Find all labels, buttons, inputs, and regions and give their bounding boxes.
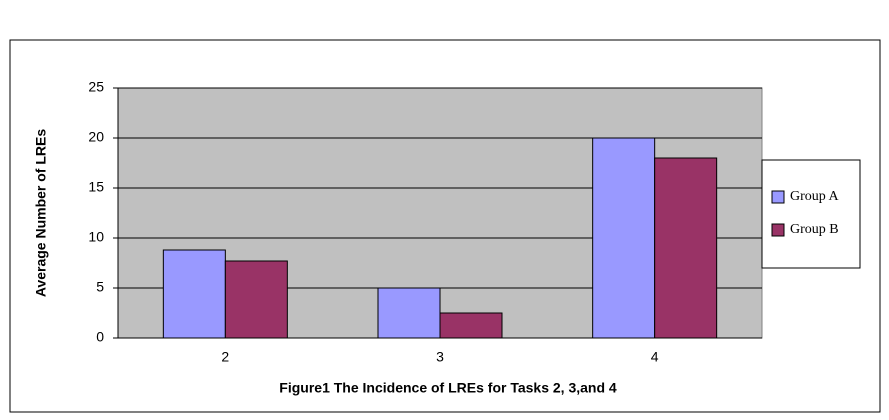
legend-swatch [771, 223, 785, 237]
y-tick-label: 15 [88, 179, 104, 195]
x-tick-label: 2 [221, 349, 229, 365]
bar [439, 312, 503, 339]
x-tick-label: 4 [651, 349, 659, 365]
legend-swatch [771, 190, 785, 204]
bar [592, 137, 656, 339]
bar [377, 287, 441, 339]
y-tick-label: 0 [96, 329, 104, 345]
y-tick-label: 5 [96, 279, 104, 295]
legend-label: Group B [790, 222, 839, 237]
y-tick-label: 20 [88, 129, 104, 145]
x-axis-label: Figure1 The Incidence of LREs for Tasks … [279, 380, 617, 396]
y-tick-label: 10 [88, 229, 104, 245]
legend-label: Group A [790, 189, 840, 204]
bar [162, 249, 226, 339]
bar [654, 157, 718, 339]
y-axis-label: Average Number of LREs [33, 129, 49, 298]
legend [761, 159, 861, 269]
x-tick-label: 3 [436, 349, 444, 365]
y-tick-label: 25 [88, 79, 104, 95]
bar [224, 260, 288, 339]
